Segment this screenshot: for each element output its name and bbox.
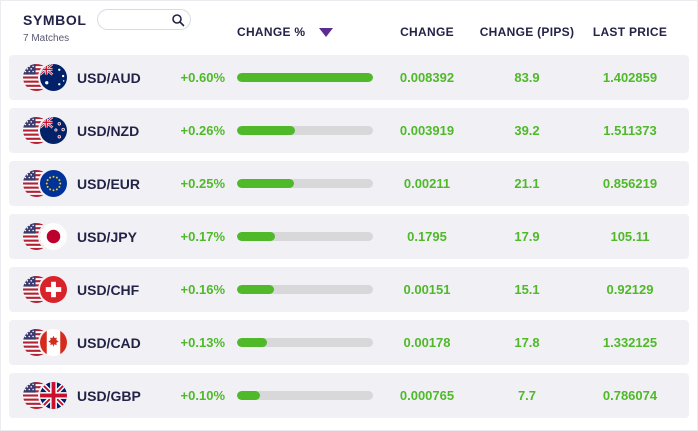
change-value: 0.00211 — [403, 176, 451, 191]
change-percent-value: +0.13% — [180, 335, 225, 350]
flag-ch-icon — [40, 276, 67, 303]
change-pips-value: 7.7 — [517, 388, 537, 403]
flag-jp-icon — [40, 223, 67, 250]
symbol-label: USD/JPY — [77, 228, 137, 245]
change-percent-value: +0.16% — [180, 282, 225, 297]
change-bar-fill — [237, 232, 276, 241]
change-value: 0.1795 — [407, 229, 447, 244]
change-bar-fill — [237, 126, 296, 135]
symbol-search-input[interactable] — [97, 13, 176, 26]
change-bar — [237, 126, 373, 135]
change-bar-fill — [237, 338, 267, 347]
flag-pair — [23, 276, 67, 303]
change-pips-value: 39.2 — [514, 123, 540, 138]
column-header-change[interactable]: CHANGE — [400, 25, 454, 39]
last-price-value: 0.786074 — [602, 388, 658, 403]
watchlist-rows: USD/AUD +0.60% 0.008392 83.9 1.402859 US… — [1, 55, 697, 418]
table-row-usd-cad[interactable]: USD/CAD +0.13% 0.00178 17.8 1.332125 — [9, 320, 689, 365]
sort-descending-icon[interactable] — [319, 27, 334, 37]
last-price-value: 0.856219 — [602, 176, 658, 191]
flag-pair — [23, 117, 67, 144]
flag-us-icon — [23, 382, 50, 409]
change-value: 0.00151 — [403, 282, 451, 297]
symbol-label: USD/EUR — [77, 175, 141, 192]
last-price-value: 1.511373 — [603, 123, 657, 138]
table-row-usd-gbp[interactable]: USD/GBP +0.10% 0.000765 7.7 0.786074 — [9, 373, 689, 418]
flag-pair — [23, 170, 67, 197]
change-percent-value: +0.17% — [180, 229, 225, 244]
change-value: 0.008392 — [399, 70, 455, 85]
change-value: 0.00178 — [403, 335, 451, 350]
symbol-header-block: SYMBOL 7 Matches — [23, 9, 229, 44]
symbol-label: USD/GBP — [77, 387, 141, 404]
change-bar — [237, 285, 373, 294]
change-value: 0.000765 — [399, 388, 455, 403]
symbol-label: USD/NZD — [77, 122, 140, 139]
symbol-label: USD/AUD — [77, 69, 141, 86]
table-row-usd-jpy[interactable]: USD/JPY +0.17% 0.1795 17.9 105.11 — [9, 214, 689, 259]
change-pips-value: 83.9 — [514, 70, 540, 85]
table-header: SYMBOL 7 Matches CHANGE % CHANG — [1, 1, 697, 55]
symbol-label: USD/CHF — [77, 281, 140, 298]
symbol-column-header[interactable]: SYMBOL — [23, 11, 87, 28]
change-bar — [237, 232, 373, 241]
change-bar-fill — [237, 391, 261, 400]
last-price-value: 105.11 — [610, 229, 650, 244]
match-count: 7 Matches — [23, 33, 70, 44]
column-header-last-price[interactable]: LAST PRICE — [592, 25, 668, 39]
table-row-usd-eur[interactable]: USD/EUR +0.25% 0.00211 21.1 0.856219 — [9, 161, 689, 206]
flag-pair — [23, 382, 67, 409]
change-pips-value: 15.1 — [514, 282, 540, 297]
flag-pair — [23, 223, 67, 250]
search-icon[interactable] — [171, 13, 185, 27]
flag-ca-icon — [40, 329, 67, 356]
last-price-value: 1.332125 — [602, 335, 658, 350]
change-pips-value: 17.8 — [514, 335, 540, 350]
change-bar — [237, 179, 373, 188]
change-percent-value: +0.60% — [180, 70, 225, 85]
change-bar-fill — [237, 73, 373, 82]
flag-au-icon — [40, 64, 67, 91]
table-row-usd-chf[interactable]: USD/CHF +0.16% 0.00151 15.1 0.92129 — [9, 267, 689, 312]
flag-gb-icon — [40, 382, 67, 409]
flag-pair — [23, 64, 67, 91]
change-percent-value: +0.25% — [180, 176, 225, 191]
change-pips-value: 17.9 — [514, 229, 540, 244]
column-header-change-pips[interactable]: CHANGE (PIPS) — [479, 25, 575, 39]
flag-nz-icon — [40, 117, 67, 144]
last-price-value: 0.92129 — [606, 282, 654, 297]
change-bar — [237, 391, 373, 400]
table-row-usd-nzd[interactable]: USD/NZD +0.26% 0.003919 39.2 1.511373 — [9, 108, 689, 153]
change-value: 0.003919 — [399, 123, 455, 138]
change-bar — [237, 338, 373, 347]
last-price-value: 1.402859 — [602, 70, 658, 85]
change-percent-value: +0.26% — [180, 123, 225, 138]
table-row-usd-aud[interactable]: USD/AUD +0.60% 0.008392 83.9 1.402859 — [9, 55, 689, 100]
change-pips-value: 21.1 — [514, 176, 540, 191]
flag-pair — [23, 329, 67, 356]
symbol-label: USD/CAD — [77, 334, 141, 351]
change-bar-fill — [237, 179, 295, 188]
symbol-search[interactable] — [96, 9, 191, 30]
change-bar — [237, 73, 373, 82]
flag-eu-icon — [40, 170, 67, 197]
change-bar-fill — [237, 285, 274, 294]
change-percent-value: +0.10% — [180, 388, 225, 403]
column-header-change-percent[interactable]: CHANGE % — [229, 25, 379, 39]
